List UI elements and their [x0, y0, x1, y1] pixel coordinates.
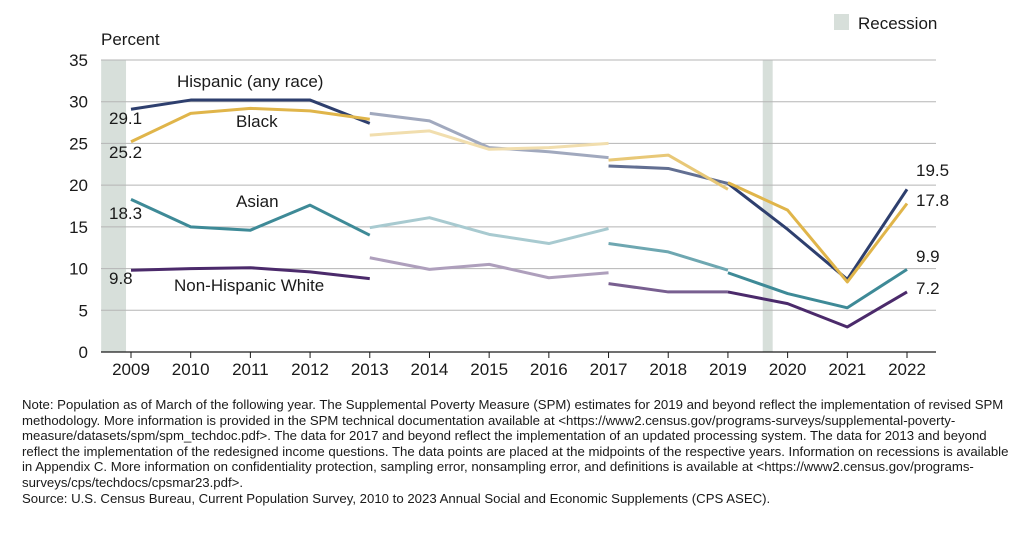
y-tick-label-20: 20 [69, 176, 88, 195]
x-tick-label-2009: 2009 [112, 360, 150, 379]
series-label-hispanic: Hispanic (any race) [177, 72, 323, 91]
x-tick-label-2020: 2020 [769, 360, 807, 379]
series-label-asian: Asian [236, 192, 279, 211]
gridlines [101, 59, 936, 311]
recession-band-2 [762, 60, 773, 352]
series-line-hispanic-any-race-segment-4 [727, 182, 909, 281]
value-label-white-2009: 9.8 [109, 269, 133, 288]
y-tick-label-25: 25 [69, 134, 88, 153]
line-chart: 0 5 10 15 20 25 30 35 2009 2010 2011 2012 2013 2014 20… [69, 14, 949, 379]
series-line-non-hispanic-white-segment-2 [369, 256, 609, 280]
series-line-black-segment-1 [130, 106, 370, 144]
x-tick-label-2017: 2017 [590, 360, 628, 379]
series-lines [130, 98, 909, 329]
series-line-hispanic-any-race-segment-2 [369, 111, 609, 160]
series-line-non-hispanic-white-segment-4 [727, 290, 908, 329]
x-tick-label-2012: 2012 [291, 360, 329, 379]
legend-recession-label: Recession [858, 14, 937, 33]
x-tick-label-2018: 2018 [649, 360, 687, 379]
x-tick-label-2011: 2011 [232, 360, 269, 379]
series-line-asian-segment-3 [608, 242, 729, 272]
series-line-black-segment-2 [369, 129, 609, 151]
y-tick-label-10: 10 [69, 260, 88, 279]
x-tick-label-2015: 2015 [470, 360, 508, 379]
series-line-asian-segment-2 [369, 216, 609, 246]
value-label-black-2022: 17.8 [916, 191, 949, 210]
note-text: Note: Population as of March of the foll… [22, 397, 1009, 490]
legend: Recession [834, 14, 937, 33]
value-label-hispanic-2022: 19.5 [916, 161, 949, 180]
y-tick-label-35: 35 [69, 51, 88, 70]
y-tick-label-30: 30 [69, 93, 88, 112]
chart-notes: Note: Population as of March of the foll… [22, 397, 1012, 506]
x-tick-label-2016: 2016 [530, 360, 568, 379]
y-tick-label-15: 15 [69, 218, 88, 237]
annotations: Percent Hispanic (any race) Black Asian … [101, 30, 949, 298]
x-tick-label-2022: 2022 [888, 360, 926, 379]
x-tick-label-2010: 2010 [172, 360, 210, 379]
series-line-asian-segment-4 [727, 268, 908, 310]
source-text: Source: U.S. Census Bureau, Current Popu… [22, 490, 771, 506]
series-label-black: Black [236, 112, 278, 131]
value-label-black-2009: 25.2 [109, 143, 142, 162]
series-line-asian-segment-1 [130, 197, 371, 237]
x-tick-label-2021: 2021 [828, 360, 866, 379]
y-axis-title: Percent [101, 30, 160, 49]
series-line-non-hispanic-white-segment-3 [608, 282, 728, 294]
recession-bands [101, 60, 773, 352]
value-label-hispanic-2009: 29.1 [109, 109, 142, 128]
value-label-asian-2022: 9.9 [916, 247, 940, 266]
y-tick-label-5: 5 [79, 301, 88, 320]
x-tick-label-2014: 2014 [411, 360, 449, 379]
legend-recession-swatch [834, 14, 849, 30]
series-line-hispanic-any-race-segment-3 [608, 164, 729, 185]
value-label-asian-2009: 18.3 [109, 204, 142, 223]
series-line-black-segment-3 [608, 153, 729, 191]
x-tick-label-2019: 2019 [709, 360, 747, 379]
series-label-white: Non-Hispanic White [174, 276, 324, 295]
series-line-non-hispanic-white-segment-1 [130, 266, 370, 281]
value-label-white-2022: 7.2 [916, 279, 940, 298]
series-line-hispanic-any-race-segment-1 [130, 98, 371, 125]
x-tick-label-2013: 2013 [351, 360, 389, 379]
recession-band-1 [101, 60, 127, 352]
series-line-black-segment-4 [727, 181, 909, 284]
y-tick-label-0: 0 [79, 343, 88, 362]
axes: 0 5 10 15 20 25 30 35 2009 2010 2011 2012 2013 2014 20… [69, 51, 936, 379]
